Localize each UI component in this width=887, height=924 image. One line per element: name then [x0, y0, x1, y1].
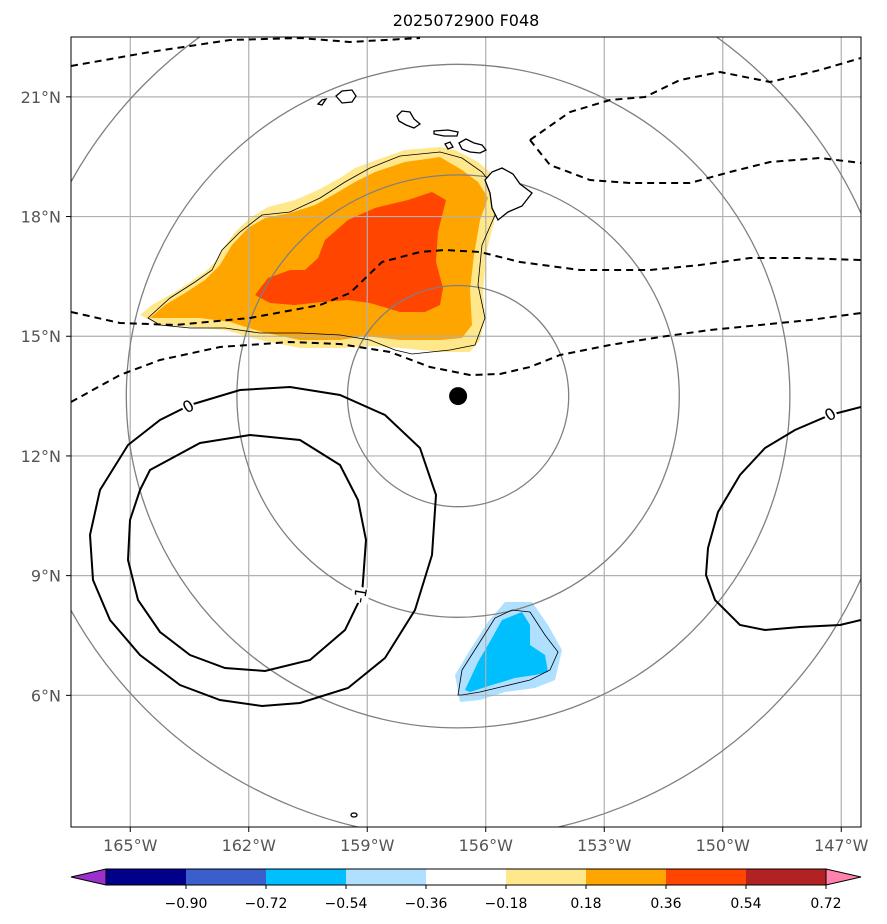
colorbar-tick-label-6: 0.36	[650, 896, 681, 912]
x-tick-label-3: 156°W	[459, 836, 514, 855]
coastlines	[316, 89, 533, 818]
colorbar-tick-label-0: −0.90	[165, 896, 208, 912]
range-ring-1	[236, 174, 680, 618]
colorbar-segment-8	[746, 869, 826, 885]
colorbar-segment-6	[586, 869, 666, 885]
colorbar-tick-label-4: −0.18	[485, 896, 528, 912]
y-tick-label-3: 12°N	[21, 447, 61, 466]
solid-contours	[88, 385, 861, 708]
y-tick-label-5: 6°N	[31, 686, 61, 705]
solid-contour-outer	[88, 385, 438, 708]
x-tick-label-0: 165°W	[103, 836, 158, 855]
x-tick-label-4: 153°W	[577, 836, 632, 855]
island-oahu	[396, 110, 422, 129]
island-lanai	[444, 141, 454, 150]
range-ring-2	[125, 63, 791, 729]
solid-contour-east	[704, 406, 861, 632]
colorbar: −0.90 −0.72 −0.54 −0.36 −0.18 0.18 0.36 0.54 0.7…	[70, 868, 862, 912]
island-kauai	[335, 89, 357, 104]
range-ring-0	[346, 284, 570, 508]
map-area: 0 0 -1	[71, 37, 861, 827]
x-tick-label-5: 150°W	[696, 836, 751, 855]
contour-label-minus-one: -1	[350, 586, 371, 605]
storm-center-marker	[449, 387, 468, 406]
grid-lines	[71, 37, 861, 827]
colorbar-segment-2	[266, 869, 346, 885]
colorbar-tick-label-2: −0.54	[325, 896, 368, 912]
contour-labels: 0 0 -1	[178, 396, 839, 605]
colorbar-segment-5	[506, 869, 586, 885]
x-tick-label-6: 147°W	[814, 836, 869, 855]
y-tick-label-2: 15°N	[21, 327, 61, 346]
outline-contour-negative	[457, 609, 559, 696]
range-rings	[71, 37, 861, 827]
dashed-contour-northeast	[529, 57, 861, 141]
axis-ticks	[66, 96, 842, 832]
solid-contour-inner	[126, 433, 368, 673]
island-big-island	[484, 167, 533, 222]
colorbar-tick-label-5: 0.18	[570, 896, 601, 912]
x-axis-labels: 165°W 162°W 159°W 156°W 153°W 150°W 147°W	[103, 836, 869, 855]
colorbar-segment-7	[666, 869, 746, 885]
colorbar-tick-label-3: −0.36	[405, 896, 448, 912]
dashed-contour-lower	[71, 312, 861, 403]
colorbar-segment-1	[186, 869, 266, 885]
map-frame	[70, 36, 862, 828]
x-tick-label-2: 159°W	[340, 836, 395, 855]
colorbar-tick-label-1: −0.72	[245, 896, 288, 912]
colorbar-segment-4	[426, 869, 506, 885]
island-molokai	[433, 129, 459, 137]
dashed-contours	[71, 37, 861, 403]
x-tick-label-1: 162°W	[222, 836, 277, 855]
colorbar-extend-low	[70, 868, 107, 886]
y-tick-label-4: 9°N	[31, 567, 61, 586]
island-small-south	[350, 812, 358, 818]
island-maui	[458, 138, 488, 154]
colorbar-extend-high	[825, 868, 862, 886]
range-ring-3	[71, 37, 861, 827]
colorbar-segment-0	[106, 869, 186, 885]
colorbar-frame	[105, 868, 827, 886]
y-axis-labels: 21°N 18°N 15°N 12°N 9°N 6°N	[21, 88, 61, 705]
colorbar-tick-label-7: 0.54	[730, 896, 761, 912]
shading-red-orange	[255, 192, 446, 312]
island-niihau	[316, 97, 328, 106]
dashed-contour-ne-inner	[529, 139, 861, 184]
y-tick-label-1: 18°N	[21, 208, 61, 227]
chart-title: 2025072900 F048	[393, 11, 540, 30]
dashed-contour-top	[71, 37, 421, 67]
y-tick-label-0: 21°N	[21, 88, 61, 107]
dashed-contour-mid	[71, 248, 861, 327]
colorbar-tick-label-8: 0.72	[810, 896, 841, 912]
colorbar-segment-3	[346, 869, 426, 885]
shading-orange	[150, 157, 488, 340]
